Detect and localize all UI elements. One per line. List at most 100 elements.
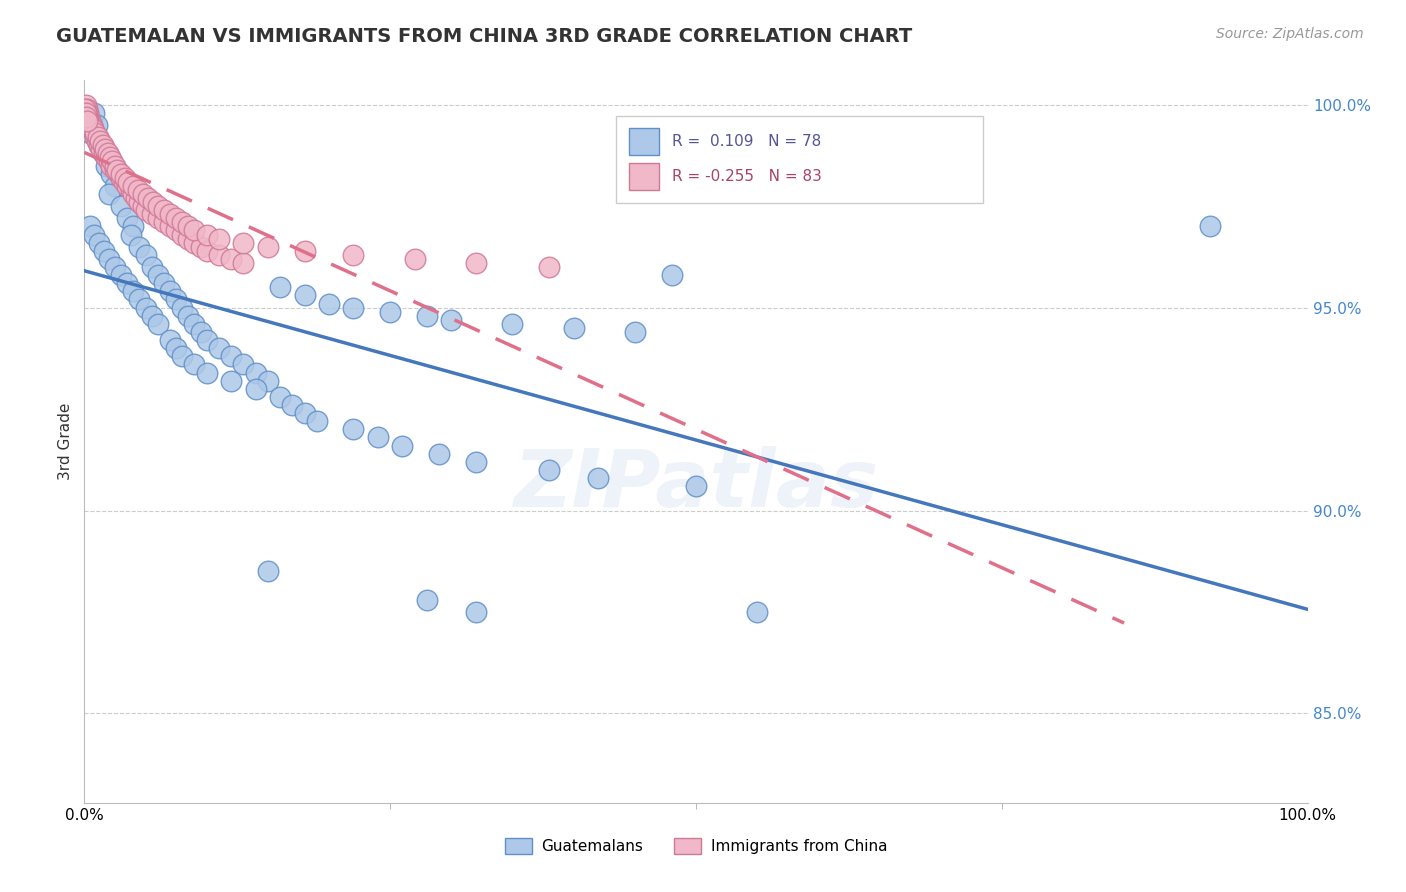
- Point: [159, 219, 181, 234]
- Point: [342, 422, 364, 436]
- Point: [146, 268, 169, 282]
- Point: [104, 178, 127, 193]
- Point: [190, 240, 212, 254]
- Point: [464, 455, 486, 469]
- Point: [172, 349, 194, 363]
- Point: [105, 162, 128, 177]
- Point: [120, 227, 142, 242]
- Point: [219, 252, 242, 266]
- Point: [93, 244, 115, 258]
- Point: [112, 175, 135, 189]
- Point: [165, 293, 187, 307]
- Point: [165, 211, 187, 226]
- Point: [141, 309, 163, 323]
- Point: [96, 150, 118, 164]
- Point: [269, 280, 291, 294]
- Point: [87, 235, 110, 250]
- Point: [80, 118, 103, 132]
- Point: [208, 341, 231, 355]
- Point: [195, 244, 218, 258]
- Point: [84, 126, 107, 140]
- Point: [416, 309, 439, 323]
- Text: R =  0.109   N = 78: R = 0.109 N = 78: [672, 134, 821, 149]
- Point: [538, 260, 561, 274]
- Point: [195, 333, 218, 347]
- Point: [159, 207, 181, 221]
- Point: [219, 374, 242, 388]
- Point: [142, 195, 165, 210]
- Point: [122, 219, 145, 234]
- Point: [661, 268, 683, 282]
- Point: [562, 321, 585, 335]
- Point: [586, 471, 609, 485]
- Point: [104, 162, 127, 177]
- Point: [84, 130, 107, 145]
- Point: [294, 244, 316, 258]
- Point: [195, 227, 218, 242]
- Point: [83, 227, 105, 242]
- Point: [391, 439, 413, 453]
- Point: [318, 296, 340, 310]
- Point: [110, 170, 132, 185]
- Point: [91, 138, 114, 153]
- Point: [120, 183, 142, 197]
- Point: [122, 178, 145, 193]
- Point: [146, 199, 169, 213]
- Point: [104, 260, 127, 274]
- Point: [208, 231, 231, 245]
- Point: [76, 110, 98, 124]
- Point: [97, 252, 120, 266]
- Point: [110, 167, 132, 181]
- Point: [97, 154, 120, 169]
- Point: [183, 358, 205, 372]
- Point: [172, 215, 194, 229]
- Point: [464, 256, 486, 270]
- Point: [93, 146, 115, 161]
- Point: [440, 312, 463, 326]
- Point: [132, 199, 155, 213]
- Point: [153, 215, 176, 229]
- Point: [115, 277, 138, 291]
- Point: [141, 260, 163, 274]
- Point: [153, 277, 176, 291]
- Point: [115, 211, 138, 226]
- Point: [91, 146, 114, 161]
- Point: [122, 186, 145, 201]
- Point: [117, 175, 139, 189]
- Text: Source: ZipAtlas.com: Source: ZipAtlas.com: [1216, 27, 1364, 41]
- Y-axis label: 3rd Grade: 3rd Grade: [58, 403, 73, 480]
- Point: [122, 285, 145, 299]
- Point: [747, 605, 769, 619]
- Point: [89, 134, 111, 148]
- Point: [77, 114, 100, 128]
- Point: [1198, 219, 1220, 234]
- Bar: [628, 162, 659, 190]
- Point: [245, 382, 267, 396]
- Point: [77, 105, 100, 120]
- Point: [141, 207, 163, 221]
- Point: [101, 154, 124, 169]
- Point: [128, 195, 150, 210]
- Point: [90, 142, 112, 156]
- Point: [125, 191, 148, 205]
- Point: [128, 293, 150, 307]
- Point: [257, 374, 280, 388]
- Point: [73, 102, 96, 116]
- Point: [183, 223, 205, 237]
- Point: [281, 398, 304, 412]
- Point: [79, 126, 101, 140]
- Point: [94, 142, 117, 156]
- Point: [177, 219, 200, 234]
- Point: [416, 592, 439, 607]
- Point: [75, 110, 97, 124]
- Point: [76, 114, 98, 128]
- Point: [153, 203, 176, 218]
- Point: [159, 285, 181, 299]
- Point: [146, 211, 169, 226]
- Point: [75, 105, 97, 120]
- Point: [219, 349, 242, 363]
- Point: [83, 105, 105, 120]
- Point: [404, 252, 426, 266]
- Point: [232, 235, 254, 250]
- Point: [135, 203, 157, 218]
